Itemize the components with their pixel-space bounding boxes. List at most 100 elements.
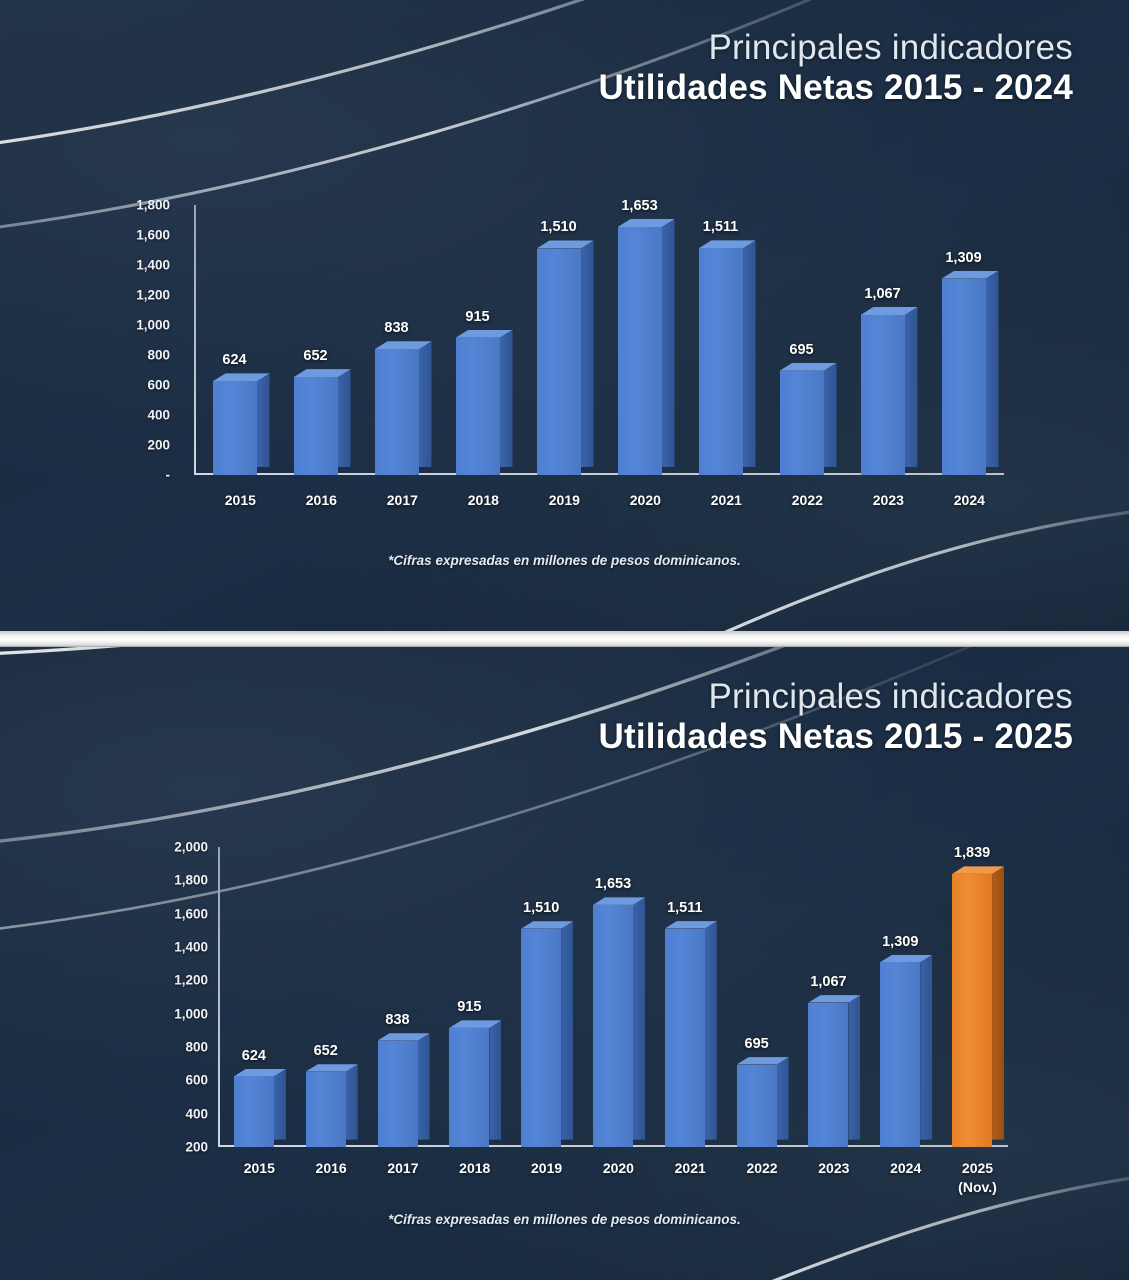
x-axis-label-text: 2025 bbox=[961, 1160, 994, 1176]
x-axis-label-2021: 2021 bbox=[711, 492, 742, 508]
bar-2021[interactable]: 1,511 bbox=[664, 900, 717, 1147]
x-axis-label-text: 2016 bbox=[315, 1160, 347, 1176]
y-axis-tick: 600 bbox=[147, 377, 170, 393]
x-axis-label-2020: 2020 bbox=[630, 492, 661, 508]
bar-front-face bbox=[293, 377, 338, 475]
y-axis-tick: 1,000 bbox=[136, 317, 170, 333]
bar-top-face bbox=[449, 1020, 502, 1028]
x-axis-label-2018: 2018 bbox=[468, 492, 499, 508]
bar-top-face bbox=[808, 995, 861, 1003]
bar-side-face bbox=[561, 921, 574, 1140]
bar-2025[interactable]: 1,839 bbox=[952, 845, 1005, 1147]
bar-front-face bbox=[374, 349, 419, 475]
y-axis-tick: 600 bbox=[185, 1072, 208, 1088]
bar-2016[interactable]: 652 bbox=[293, 348, 351, 475]
y-axis-line bbox=[218, 847, 220, 1147]
x-axis-label-text: 2020 bbox=[602, 1160, 634, 1176]
y-axis-tick: 200 bbox=[185, 1139, 208, 1155]
bar-side-face bbox=[345, 1064, 358, 1140]
y-axis-tick: 1,200 bbox=[136, 287, 170, 303]
bar-2016[interactable]: 652 bbox=[305, 1043, 358, 1147]
bar-2021[interactable]: 1,511 bbox=[698, 219, 756, 475]
bar-top-face bbox=[374, 341, 432, 350]
x-axis-label-2022: 2022 bbox=[746, 1160, 777, 1176]
bar-2015[interactable]: 624 bbox=[233, 1048, 286, 1147]
panel-1-title: Utilidades Netas 2015 - 2024 bbox=[598, 68, 1073, 108]
y-axis-tick: 1,000 bbox=[174, 1006, 208, 1022]
bar-top-face bbox=[536, 240, 594, 249]
x-axis-line bbox=[194, 473, 1004, 475]
x-axis-label-text: 2017 bbox=[387, 1160, 419, 1176]
bar-value-label: 1,510 bbox=[523, 900, 560, 917]
bar-2018[interactable]: 915 bbox=[449, 999, 502, 1147]
bar-side-face bbox=[992, 866, 1005, 1140]
x-axis-label-2015: 2015 bbox=[244, 1160, 275, 1176]
bar-value-label: 624 bbox=[222, 352, 247, 369]
bar-2022[interactable]: 695 bbox=[736, 1036, 789, 1147]
x-axis-label-2023: 2023 bbox=[818, 1160, 849, 1176]
bar-side-face bbox=[704, 921, 717, 1140]
x-axis-label-text: 2023 bbox=[872, 492, 904, 508]
y-axis-2025: 2,000 1,800 1,600 1,400 1,200 1,000 800 600 400 2… bbox=[146, 840, 208, 1155]
bar-value-label: 624 bbox=[241, 1047, 267, 1064]
bar-front-face bbox=[521, 928, 562, 1147]
x-axis-label-2022: 2022 bbox=[792, 492, 823, 508]
bar-value-label: 1,067 bbox=[864, 285, 901, 302]
x-axis-label-text: 2017 bbox=[386, 492, 418, 508]
x-axis-label-2018: 2018 bbox=[459, 1160, 490, 1176]
bar-top-face bbox=[377, 1033, 430, 1041]
bar-2020[interactable]: 1,653 bbox=[617, 198, 675, 475]
panel-1-subtitle: Principales indicadores bbox=[708, 28, 1073, 67]
bar-2018[interactable]: 915 bbox=[455, 309, 513, 475]
bar-2023[interactable]: 1,067 bbox=[808, 974, 861, 1147]
bar-front-face bbox=[212, 381, 257, 475]
y-axis-tick: 1,400 bbox=[136, 257, 170, 273]
y-axis-tick: 400 bbox=[147, 407, 170, 423]
bar-top-face bbox=[736, 1057, 789, 1065]
plot-area-2025: 624 652 838 915 1,510 1,653 1,511 695 1,067 1,309… bbox=[218, 845, 1008, 1147]
bar-front-face bbox=[880, 962, 921, 1147]
bar-2020[interactable]: 1,653 bbox=[593, 876, 645, 1147]
bar-side-face bbox=[489, 1020, 502, 1140]
x-axis-label-text: 2020 bbox=[629, 492, 661, 508]
x-axis-label-text: 2015 bbox=[224, 492, 256, 508]
panel-1-title-block: Principales indicadores Utilidades Netas… bbox=[599, 28, 1073, 108]
bar-front-face bbox=[536, 248, 581, 475]
bar-2017[interactable]: 838 bbox=[374, 320, 432, 475]
x-axis-label-2025: 2025 (Nov.) bbox=[958, 1160, 997, 1195]
bar-top-face bbox=[593, 897, 645, 905]
bar-value-label: 915 bbox=[465, 308, 490, 325]
y-axis-tick: - bbox=[165, 467, 171, 483]
bar-value-label: 1,653 bbox=[621, 198, 658, 214]
panel-2-title-block: Principales indicadores Utilidades Netas… bbox=[599, 677, 1073, 757]
bar-value-label: 695 bbox=[789, 341, 814, 358]
bar-value-label: 838 bbox=[385, 1012, 410, 1029]
bar-2015[interactable]: 624 bbox=[212, 352, 270, 475]
bar-top-face bbox=[698, 240, 756, 249]
bar-2023[interactable]: 1,067 bbox=[860, 286, 918, 475]
bar-chart-2024: 1,800 1,600 1,400 1,200 1,000 800 600 400 200 - 6… bbox=[108, 198, 1008, 483]
bar-value-label: 915 bbox=[457, 999, 482, 1016]
bar-front-face bbox=[377, 1040, 418, 1147]
x-axis-label-text: 2021 bbox=[710, 492, 742, 508]
bar-side-face bbox=[273, 1068, 286, 1140]
bar-2022[interactable]: 695 bbox=[779, 342, 837, 475]
bar-side-face bbox=[256, 373, 270, 467]
bar-side-face bbox=[823, 362, 837, 467]
bar-side-face bbox=[904, 306, 918, 467]
bar-2024[interactable]: 1,309 bbox=[880, 934, 933, 1147]
bar-front-face bbox=[664, 928, 705, 1147]
bar-top-face bbox=[779, 362, 837, 371]
bar-front-face bbox=[455, 337, 500, 475]
bar-value-label: 1,510 bbox=[540, 219, 577, 236]
bar-side-face bbox=[580, 240, 594, 467]
bar-2019[interactable]: 1,510 bbox=[536, 219, 594, 475]
bar-top-face bbox=[617, 219, 675, 228]
x-axis-label-text: 2019 bbox=[531, 1160, 563, 1176]
bar-2019[interactable]: 1,510 bbox=[521, 900, 574, 1147]
bar-2017[interactable]: 838 bbox=[377, 1012, 430, 1147]
bar-front-face bbox=[593, 904, 633, 1147]
bar-2024[interactable]: 1,309 bbox=[941, 250, 999, 475]
bar-side-face bbox=[742, 240, 756, 467]
y-axis-line bbox=[194, 205, 196, 475]
